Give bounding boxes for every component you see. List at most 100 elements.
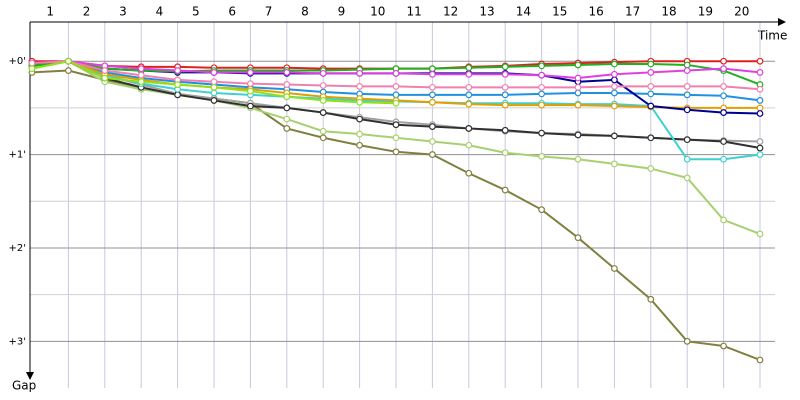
point — [356, 69, 364, 77]
x-tick-label: 6 — [228, 5, 236, 19]
point — [647, 69, 655, 76]
point — [429, 70, 436, 78]
point — [720, 65, 727, 73]
point — [611, 102, 618, 110]
x-axis-arrow — [778, 18, 786, 26]
point — [283, 69, 291, 76]
x-tick-label: 18 — [661, 5, 676, 19]
x-tick-label: 15 — [552, 5, 567, 19]
point — [319, 134, 327, 142]
point — [574, 89, 582, 97]
point — [319, 109, 327, 116]
point — [246, 87, 254, 95]
point — [611, 76, 618, 84]
y-axis-arrow — [26, 372, 34, 380]
point — [356, 130, 364, 138]
x-tick-label: 10 — [370, 5, 385, 19]
point — [574, 101, 582, 109]
point — [720, 138, 727, 145]
point — [465, 100, 473, 108]
y-tick-label: +2' — [9, 243, 27, 254]
point — [720, 216, 727, 224]
point — [429, 91, 436, 99]
point — [283, 125, 291, 132]
point — [465, 91, 473, 99]
point — [465, 169, 473, 177]
point — [429, 138, 436, 145]
point — [356, 83, 364, 90]
point — [501, 149, 509, 157]
point — [574, 234, 582, 242]
point — [611, 89, 618, 97]
point — [647, 83, 655, 90]
point — [210, 78, 218, 86]
point — [647, 295, 655, 303]
point — [720, 57, 727, 65]
x-tick-label: 17 — [625, 5, 640, 19]
point — [538, 71, 545, 79]
y-tick-label: +0' — [9, 56, 27, 67]
point — [501, 70, 509, 78]
point — [683, 106, 691, 114]
point — [283, 115, 291, 123]
point — [538, 83, 545, 91]
point — [756, 144, 764, 152]
point — [246, 69, 254, 76]
point — [501, 83, 509, 91]
point — [174, 81, 182, 88]
point — [174, 91, 182, 99]
point — [210, 69, 218, 76]
point — [756, 97, 764, 104]
point — [611, 160, 618, 168]
point — [683, 61, 691, 69]
point — [392, 83, 400, 90]
point — [756, 138, 764, 145]
point — [392, 134, 400, 142]
point — [465, 141, 473, 149]
x-tick-label: 12 — [443, 5, 458, 19]
point — [647, 60, 655, 68]
point — [756, 230, 764, 238]
point — [501, 91, 509, 99]
point — [429, 123, 436, 130]
x-tick-label: 20 — [734, 5, 749, 19]
point — [246, 102, 254, 110]
point — [647, 165, 655, 172]
x-tick-label: 14 — [516, 5, 531, 19]
y-tick-label: +3' — [9, 336, 27, 347]
point — [64, 57, 72, 65]
point — [392, 148, 400, 156]
point — [574, 131, 582, 139]
point — [174, 67, 182, 74]
x-tick-label: 3 — [119, 5, 127, 19]
point — [756, 110, 764, 117]
point — [501, 126, 509, 134]
point — [356, 115, 364, 123]
point — [137, 78, 145, 86]
point — [429, 83, 436, 91]
point — [647, 102, 655, 110]
x-tick-label: 9 — [338, 5, 346, 19]
point — [137, 65, 145, 73]
x-tick-label: 5 — [192, 5, 200, 19]
point — [465, 70, 473, 78]
point — [392, 99, 400, 107]
point — [101, 74, 109, 82]
point — [611, 70, 618, 78]
point — [392, 91, 400, 99]
point — [611, 60, 618, 68]
point — [647, 134, 655, 142]
point — [683, 136, 691, 144]
point — [756, 151, 764, 158]
point — [283, 104, 291, 112]
point — [64, 67, 72, 74]
x-tick-label: 7 — [265, 5, 273, 19]
point — [319, 69, 327, 77]
point — [501, 101, 509, 109]
x-tick-label: 11 — [407, 5, 422, 19]
point — [683, 91, 691, 99]
point — [283, 93, 291, 101]
point — [683, 174, 691, 182]
x-tick-label: 13 — [479, 5, 494, 19]
